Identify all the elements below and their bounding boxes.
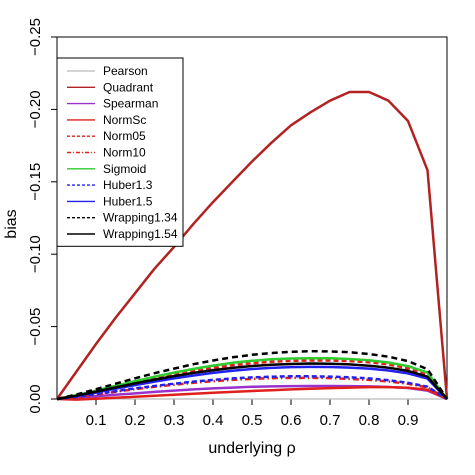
x-axis-title: underlying ρ [208, 440, 295, 457]
series-line-huber1-5 [56, 365, 448, 401]
x-axis: 0.1 0.2 0.3 0.4 0.5 0.6 0.7 0.8 0.9 [86, 399, 419, 429]
series-line-norm10 [56, 376, 448, 401]
legend-label: Wrapping1.34 [103, 211, 178, 225]
legend: Pearson Quadrant Spearman NormSc Norm05 Norm1… [56, 57, 184, 247]
y-tick-label: −0.10 [27, 235, 44, 273]
y-axis: 0.00 −0.05 −0.10 −0.15 −0.20 −0.25 [27, 18, 57, 414]
x-tick-label: 0.2 [125, 412, 146, 429]
y-tick-label: −0.05 [27, 308, 44, 346]
legend-label: Huber1.5 [103, 194, 153, 208]
series-line-wrapping1-34 [56, 349, 449, 401]
legend-label: Pearson [103, 64, 148, 78]
legend-label: Wrapping1.54 [103, 227, 178, 241]
y-tick-label: −0.20 [27, 90, 44, 128]
y-tick-label: −0.15 [27, 163, 44, 201]
y-tick-label: 0.00 [27, 384, 44, 413]
x-tick-label: 0.8 [359, 412, 380, 429]
series-line-normsc [56, 385, 448, 401]
legend-label: Sigmoid [103, 162, 146, 176]
legend-label: Spearman [103, 97, 158, 111]
x-tick-label: 0.6 [281, 412, 302, 429]
x-tick-label: 0.1 [86, 412, 107, 429]
series-line-huber1-3 [56, 375, 448, 401]
series-line-wrapping1-54 [56, 362, 448, 401]
y-tick-label: −0.25 [27, 18, 44, 56]
legend-label: Norm05 [103, 129, 146, 143]
legend-label: Norm10 [103, 146, 146, 160]
x-tick-label: 0.4 [203, 412, 224, 429]
x-tick-label: 0.9 [398, 412, 419, 429]
legend-label: NormSc [103, 113, 146, 127]
x-tick-label: 0.5 [242, 412, 263, 429]
y-axis-title: bias [3, 209, 20, 238]
legend-label: Huber1.3 [103, 178, 153, 192]
x-tick-label: 0.7 [320, 412, 341, 429]
series-layer [55, 90, 449, 401]
series-line-sigmoid [56, 356, 449, 401]
series-line-quadrant [55, 90, 449, 400]
x-tick-label: 0.3 [164, 412, 185, 429]
legend-label: Quadrant [103, 80, 154, 94]
